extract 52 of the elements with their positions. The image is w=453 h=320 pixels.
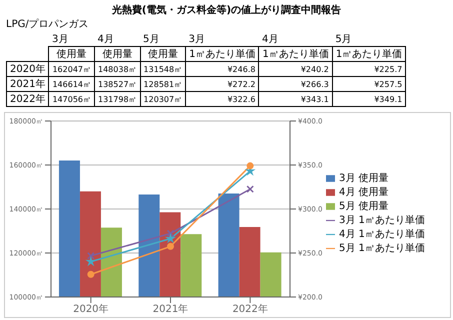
text: 3月	[50, 33, 70, 46]
x-tick-label: 2020年	[73, 303, 109, 316]
text: 2021年	[6, 76, 49, 92]
point	[86, 257, 96, 266]
legend-label: 5月 1㎥あたり単価	[339, 243, 425, 254]
text: 2020年	[6, 62, 49, 76]
text: ¥349.1	[332, 92, 406, 106]
text: ¥257.5	[332, 76, 406, 92]
text: ¥272.2	[186, 76, 259, 92]
text: 5月	[334, 33, 353, 46]
point	[166, 234, 175, 242]
text: 131798㎥	[94, 92, 140, 106]
text: 128581㎥	[140, 76, 186, 92]
text: 148038㎥	[94, 62, 140, 76]
text: ¥225.7	[332, 62, 406, 76]
text: 3月	[188, 33, 206, 46]
x-tick-label: 2022年	[232, 303, 268, 316]
point	[167, 242, 174, 250]
text: 4月	[96, 33, 115, 46]
text: 138527㎥	[94, 76, 140, 92]
legend-label: 4月 使用量	[339, 187, 389, 198]
legend-label: 4月 1㎥あたり単価	[339, 229, 425, 240]
text: 1㎥あたり単価	[332, 46, 406, 62]
point	[246, 162, 254, 170]
point	[166, 230, 174, 238]
text: 使用量	[140, 46, 186, 62]
text: 使用量	[94, 46, 140, 62]
x-tick-label: 2021年	[152, 303, 188, 316]
text: 147056㎥	[48, 92, 94, 106]
text: 120307㎥	[140, 92, 186, 106]
point	[87, 252, 95, 260]
text: 4月	[260, 33, 280, 46]
text: 5月	[142, 33, 160, 46]
text: ¥266.3	[258, 76, 332, 92]
legend-label: 3月 使用量	[339, 173, 389, 184]
text: ¥246.8	[186, 62, 259, 76]
text: ¥240.2	[258, 62, 332, 76]
text: 1㎥あたり単価	[258, 46, 332, 62]
text: 使用量	[48, 46, 94, 62]
text: 光熱費(電気・ガス料金等)の値上がり調査中間報告	[110, 3, 342, 17]
text: 2022年	[6, 92, 49, 106]
text: 1㎥あたり単価	[186, 46, 259, 62]
text: 146614㎥	[48, 76, 94, 92]
legend-label: 5月 使用量	[339, 201, 389, 212]
point	[87, 270, 94, 278]
text: 162047㎥	[48, 62, 94, 76]
text: ¥322.6	[186, 92, 259, 106]
text: LPG/プロパンガス	[6, 18, 90, 31]
point	[246, 185, 254, 193]
text: 131548㎥	[140, 62, 186, 76]
text: ¥343.1	[258, 92, 332, 106]
legend-label: 3月 1㎥あたり単価	[339, 215, 425, 226]
